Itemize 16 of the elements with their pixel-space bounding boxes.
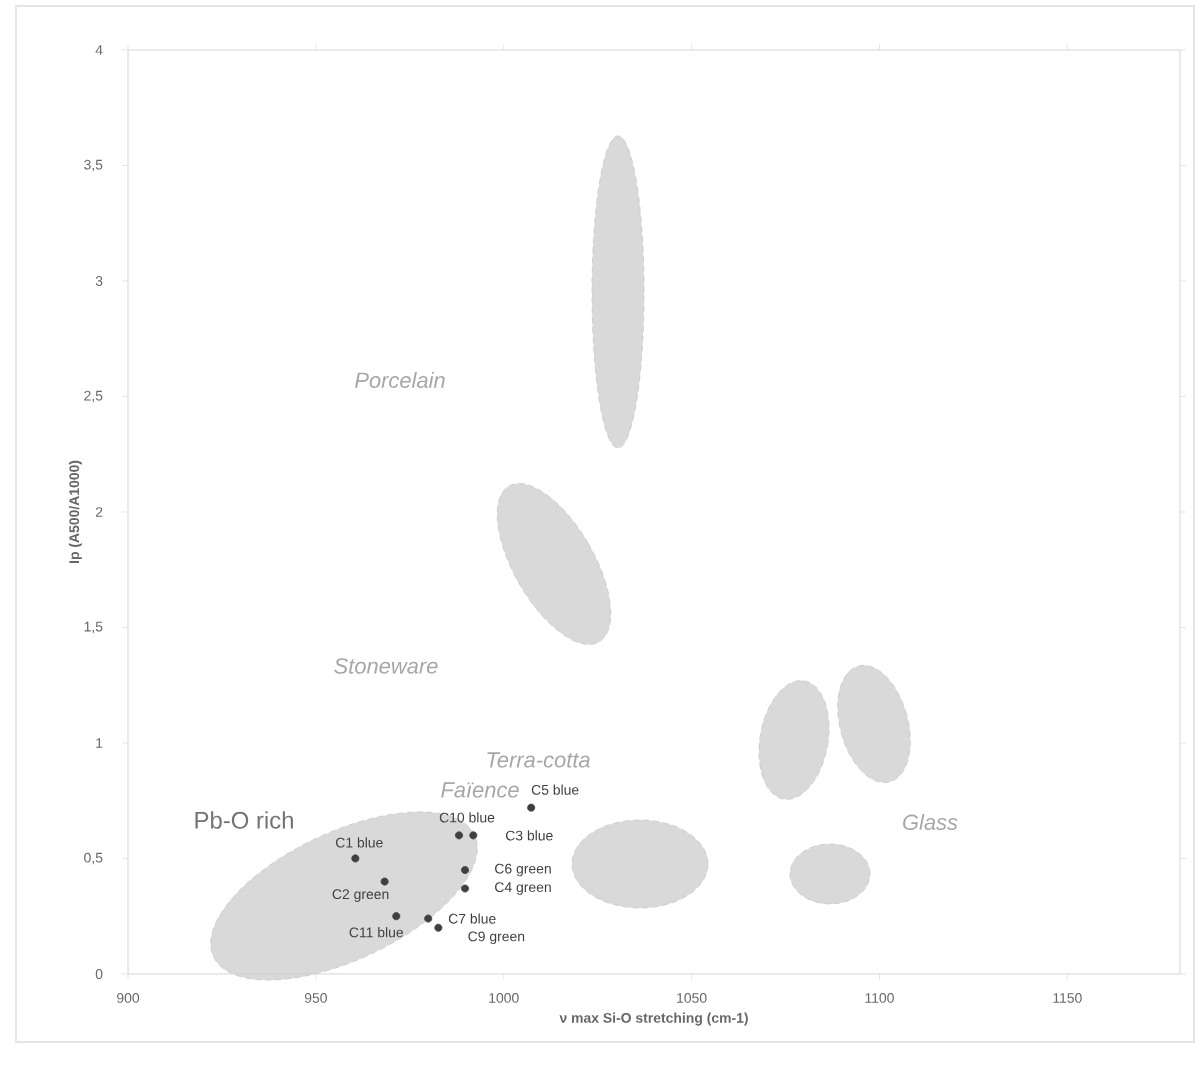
annotation: Porcelain bbox=[355, 371, 445, 389]
point bbox=[527, 803, 536, 812]
point bbox=[351, 854, 360, 863]
annotation: Stoneware bbox=[334, 658, 438, 674]
annotation: Terra-cotta bbox=[487, 752, 590, 768]
annotation: Glass bbox=[903, 813, 958, 831]
point bbox=[424, 914, 433, 923]
point bbox=[380, 877, 389, 886]
point bbox=[434, 923, 443, 932]
point bbox=[461, 866, 470, 875]
point bbox=[469, 831, 478, 840]
point bbox=[461, 884, 470, 893]
annotation: Faïence bbox=[441, 782, 519, 798]
point bbox=[455, 831, 464, 840]
annotation: Pb-O rich bbox=[195, 811, 293, 829]
point bbox=[392, 912, 401, 921]
